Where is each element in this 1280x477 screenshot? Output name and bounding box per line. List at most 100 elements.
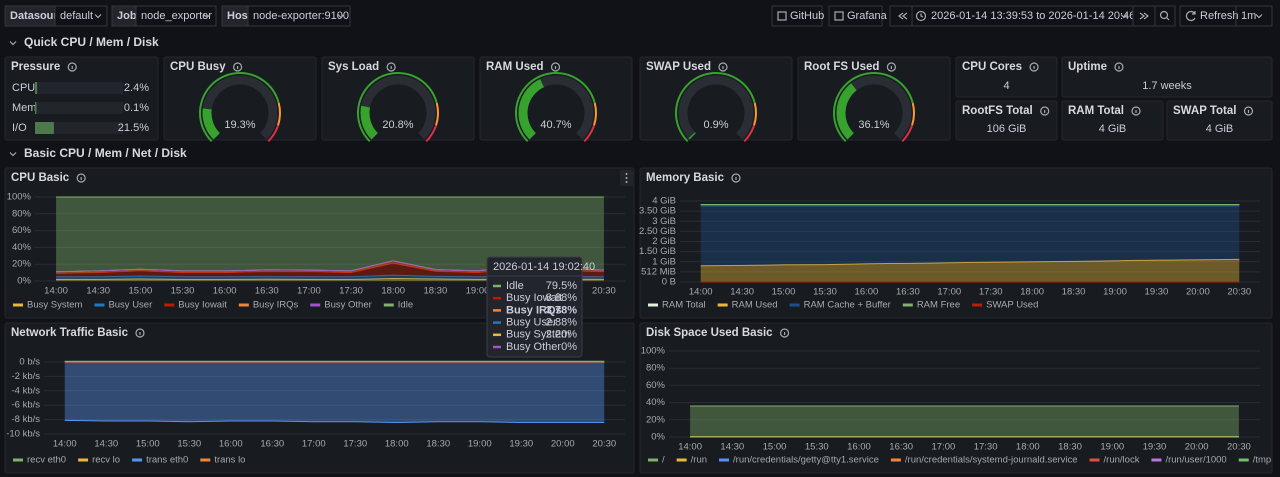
x-tick-label: 17:30 [339,286,363,297]
y-tick-label: 100% [641,346,666,357]
pressure-track [35,82,123,94]
legend-label[interactable]: RAM Cache + Buffer [804,300,891,311]
legend-label[interactable]: RAM Total [662,300,706,311]
legend-label[interactable]: /run [691,455,707,466]
x-tick-label: 18:30 [423,286,447,297]
x-tick-label: 16:30 [260,439,284,450]
y-tick-label: 2.50 GiB [639,226,676,237]
y-tick-label: -4 kb/s [11,385,40,396]
x-tick-label: 19:00 [1103,287,1127,298]
y-tick-label: -2 kb/s [11,371,40,382]
legend-label[interactable]: Busy User [108,300,152,311]
y-tick-label: 3 GiB [652,216,676,227]
y-tick-label: 512 MiB [641,266,676,277]
x-tick-label: 17:30 [343,439,367,450]
y-tick-label: 100% [7,192,32,203]
x-tick-label: 20:00 [551,439,575,450]
series-area [65,362,605,422]
legend-label[interactable]: Idle [398,300,413,311]
stat-value: 4 GiB [1099,123,1127,135]
x-tick-label: 16:30 [255,286,279,297]
panel-title: SWAP Total [1173,105,1236,117]
x-tick-label: 19:00 [468,439,492,450]
x-tick-label: 18:00 [385,439,409,450]
stat-value: 4 [1003,80,1009,92]
tooltip-value: 2.88% [546,317,577,329]
legend-label[interactable]: recv lo [92,455,120,466]
x-tick-label: 19:00 [1100,442,1124,453]
y-tick-label: 1.50 GiB [639,246,676,257]
y-tick-label: 3.50 GiB [639,206,676,217]
x-tick-label: 18:30 [1058,442,1082,453]
x-tick-label: 20:30 [1227,287,1251,298]
x-tick-label: 14:00 [689,287,713,298]
menu-dot [626,173,628,175]
legend-label[interactable]: /run/credentials/systemd-journald.servic… [905,455,1078,466]
x-tick-label: 20:00 [1185,442,1209,453]
panel-title: Sys Load [328,61,379,73]
y-tick-label: 0 b/s [19,357,40,368]
tooltip-value: 79.5% [546,280,577,292]
y-tick-label: -8 kb/s [11,414,40,425]
legend-label[interactable]: Busy IRQs [253,300,299,311]
legend-label[interactable]: Busy System [27,300,83,311]
time-back-button[interactable] [890,6,912,26]
pressure-label: I/O [12,122,27,134]
panel-title: RAM Used [486,61,544,73]
link-text: GitHub [790,10,824,22]
stat-value: 106 GiB [987,123,1027,135]
x-tick-label: 15:30 [805,442,829,453]
legend-label[interactable]: recv eth0 [27,455,66,466]
gauge-value: 36.1% [858,119,889,131]
legend-label[interactable]: / [662,455,665,466]
panel-title: Uptime [1068,61,1107,73]
y-tick-label: 0% [17,276,31,287]
x-tick-label: 15:30 [813,287,837,298]
y-tick-label: 4 GiB [652,196,676,207]
y-tick-label: 40% [646,397,666,408]
x-tick-label: 20:30 [1227,442,1251,453]
x-tick-label: 15:00 [772,287,796,298]
zoom-out-button[interactable] [1155,6,1175,26]
pressure-label: Mem [12,102,36,114]
tooltip-name: Busy Other [506,341,561,353]
legend-label[interactable]: trans eth0 [146,455,188,466]
y-tick-label: 60% [12,225,32,236]
panel-title: Disk Space Used Basic [646,327,773,339]
x-tick-label: 18:00 [1020,287,1044,298]
x-tick-label: 18:30 [426,439,450,450]
x-tick-label: 14:00 [44,286,68,297]
legend-label[interactable]: Busy Iowait [178,300,227,311]
gauge-value: 20.8% [382,119,413,131]
x-tick-label: 17:00 [297,286,321,297]
x-tick-label: 14:00 [678,442,702,453]
x-tick-label: 14:00 [53,439,77,450]
panel-title: RAM Total [1068,105,1124,117]
legend-label[interactable]: /run/lock [1104,455,1140,466]
tooltip-value: 3.78% [546,304,577,316]
legend-label[interactable]: RAM Used [732,300,778,311]
legend-label[interactable]: /run/user/1000 [1165,455,1226,466]
panel-title: Root FS Used [804,61,879,73]
x-tick-label: 14:30 [720,442,744,453]
y-tick-label: 20% [12,259,32,270]
legend-label[interactable]: trans lo [214,455,245,466]
y-tick-label: -6 kb/s [11,400,40,411]
tooltip-name: Idle [506,280,524,292]
legend-label[interactable]: RAM Free [917,300,960,311]
y-tick-label: 0% [651,432,665,443]
refresh-text: Refresh [1200,10,1239,22]
legend-label[interactable]: SWAP Used [986,300,1038,311]
legend-label[interactable]: Busy Other [324,300,372,311]
legend-label[interactable]: /run/credentials/getty@tty1.service [733,455,879,466]
x-tick-label: 19:00 [466,286,490,297]
row-title: Quick CPU / Mem / Disk [24,35,159,49]
legend-label[interactable]: /tmp [1253,455,1271,466]
panel-title: Memory Basic [646,172,725,184]
variable-label: Job [117,10,137,22]
panel-title: Network Traffic Basic [11,327,129,339]
pressure-bar [35,82,37,94]
x-tick-label: 15:00 [128,286,152,297]
x-tick-label: 15:00 [136,439,160,450]
